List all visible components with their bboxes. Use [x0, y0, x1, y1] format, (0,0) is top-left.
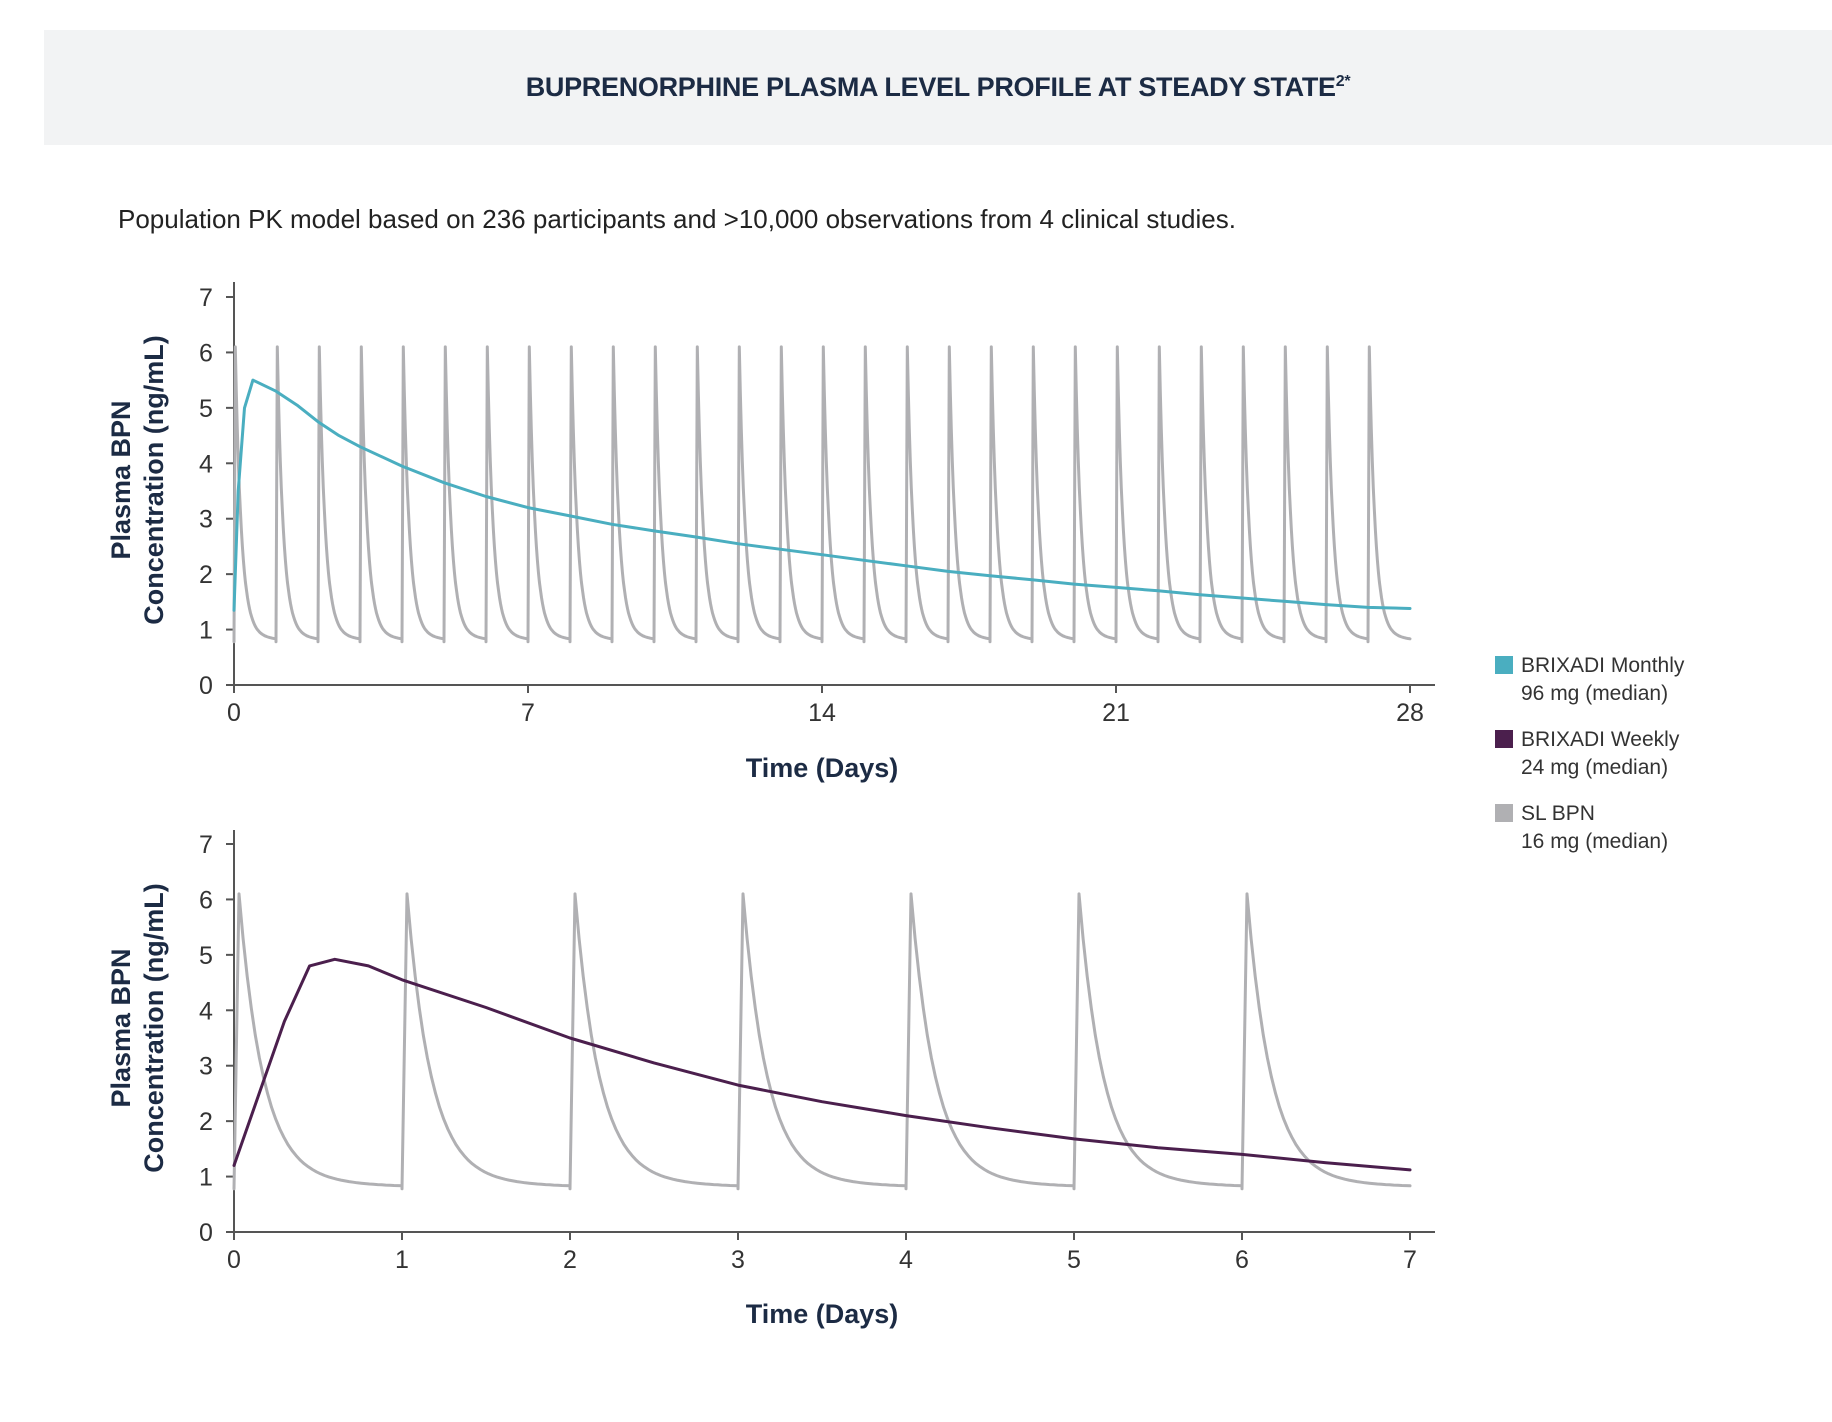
y-axis-title: Plasma BPN [106, 400, 136, 559]
chart-header: BUPRENORPHINE PLASMA LEVEL PROFILE AT ST… [44, 30, 1832, 145]
x-tick-label: 4 [899, 1246, 913, 1274]
y-tick-label: 7 [199, 831, 213, 859]
legend-sublabel: 16 mg (median) [1521, 830, 1669, 853]
title-text: BUPRENORPHINE PLASMA LEVEL PROFILE AT ST… [525, 72, 1336, 102]
y-tick-label: 0 [199, 1219, 213, 1247]
x-tick-label: 5 [1067, 1246, 1081, 1274]
y-tick-label: 3 [199, 1053, 213, 1081]
x-tick-label: 2 [563, 1246, 577, 1274]
legend-swatch-sl-bpn [1495, 804, 1513, 822]
legend-label: BRIXADI Weekly [1521, 728, 1680, 751]
title-superscript: 2* [1335, 73, 1351, 90]
y-tick-label: 5 [199, 942, 213, 970]
x-tick-label: 1 [395, 1246, 409, 1274]
y-tick-label: 1 [199, 1164, 213, 1192]
legend-swatch-monthly [1495, 656, 1513, 674]
y-axis-title: Plasma BPN [106, 948, 136, 1107]
x-tick-label: 14 [808, 699, 836, 727]
legend-sublabel: 96 mg (median) [1521, 682, 1669, 705]
y-axis-title: Concentration (ng/mL) [139, 335, 169, 624]
x-axis-title: Time (Days) [746, 1299, 899, 1329]
y-tick-label: 5 [199, 395, 213, 423]
legend-swatch-weekly [1495, 730, 1513, 748]
series-line-brixadi-monthly [232, 378, 1412, 612]
y-tick-label: 4 [199, 450, 213, 478]
series-line-sl-bpn [232, 892, 1412, 1191]
subtitle: Population PK model based on 236 partici… [118, 204, 1236, 234]
series-line-brixadi-weekly [232, 957, 1412, 1172]
x-tick-label: 7 [521, 699, 535, 727]
legend-item-weekly: BRIXADI Weekly 24 mg (median) [1495, 726, 1684, 782]
x-tick-label: 7 [1403, 1246, 1417, 1274]
page-title: BUPRENORPHINE PLASMA LEVEL PROFILE AT ST… [526, 72, 1351, 103]
legend-sublabel: 24 mg (median) [1521, 756, 1669, 779]
x-tick-label: 0 [227, 1246, 241, 1274]
y-tick-label: 6 [199, 886, 213, 914]
y-tick-label: 4 [199, 997, 213, 1025]
y-tick-label: 2 [199, 1108, 213, 1136]
x-tick-label: 21 [1102, 699, 1130, 727]
y-tick-label: 0 [199, 672, 213, 700]
y-tick-label: 6 [199, 339, 213, 367]
y-axis-title: Concentration (ng/mL) [139, 883, 169, 1172]
x-axis-title: Time (Days) [746, 753, 899, 783]
y-tick-label: 1 [199, 617, 213, 645]
y-tick-label: 3 [199, 506, 213, 534]
legend: BRIXADI Monthly 96 mg (median) BRIXADI W… [1495, 652, 1684, 874]
legend-item-sl-bpn: SL BPN 16 mg (median) [1495, 800, 1684, 856]
series-line-sl-bpn [232, 345, 1412, 644]
legend-item-monthly: BRIXADI Monthly 96 mg (median) [1495, 652, 1684, 708]
x-tick-label: 0 [227, 699, 241, 727]
y-tick-label: 7 [199, 284, 213, 312]
legend-label: BRIXADI Monthly [1521, 654, 1685, 677]
y-tick-label: 2 [199, 561, 213, 589]
x-tick-label: 6 [1235, 1246, 1249, 1274]
x-tick-label: 3 [731, 1246, 745, 1274]
x-tick-label: 28 [1396, 699, 1424, 727]
legend-label: SL BPN [1521, 802, 1595, 825]
